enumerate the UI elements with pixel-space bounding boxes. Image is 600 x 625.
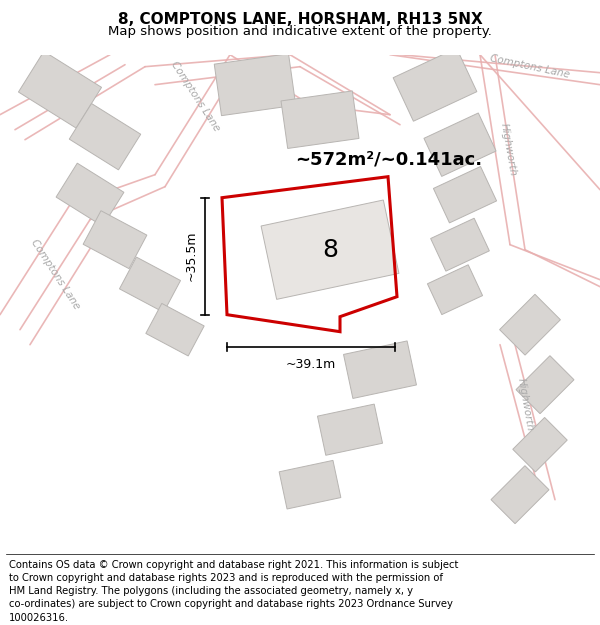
Polygon shape [56,163,124,226]
Polygon shape [69,104,141,170]
Polygon shape [424,113,496,176]
Text: ~35.5m: ~35.5m [185,231,198,281]
Polygon shape [279,461,341,509]
Text: Highworth: Highworth [515,378,535,432]
Text: HM Land Registry. The polygons (including the associated geometry, namely x, y: HM Land Registry. The polygons (includin… [9,586,413,596]
Polygon shape [433,166,497,223]
Text: Contains OS data © Crown copyright and database right 2021. This information is : Contains OS data © Crown copyright and d… [9,560,458,570]
Text: co-ordinates) are subject to Crown copyright and database rights 2023 Ordnance S: co-ordinates) are subject to Crown copyr… [9,599,453,609]
Polygon shape [491,466,549,524]
Polygon shape [344,341,416,399]
Text: 100026316.: 100026316. [9,612,69,622]
Text: Comptons Lane: Comptons Lane [169,60,221,134]
Text: Map shows position and indicative extent of the property.: Map shows position and indicative extent… [108,24,492,38]
Text: 8: 8 [322,238,338,262]
Polygon shape [513,418,567,472]
Text: Highworth: Highworth [499,122,518,177]
Polygon shape [19,51,101,128]
Polygon shape [317,404,383,455]
Polygon shape [83,211,147,269]
Text: ~39.1m: ~39.1m [286,357,336,371]
Text: 8, COMPTONS LANE, HORSHAM, RH13 5NX: 8, COMPTONS LANE, HORSHAM, RH13 5NX [118,12,482,27]
Polygon shape [214,54,296,116]
Text: Comptons Lane: Comptons Lane [29,238,82,311]
Polygon shape [516,356,574,414]
Text: to Crown copyright and database rights 2023 and is reproduced with the permissio: to Crown copyright and database rights 2… [9,573,443,583]
Text: Comptons Lane: Comptons Lane [489,53,571,80]
Polygon shape [431,218,490,271]
Polygon shape [500,294,560,355]
Polygon shape [146,303,204,356]
Text: ~572m²/~0.141ac.: ~572m²/~0.141ac. [295,151,482,169]
Polygon shape [427,265,482,314]
Polygon shape [119,257,181,312]
Polygon shape [281,91,359,149]
Polygon shape [261,200,399,299]
Polygon shape [393,48,477,121]
